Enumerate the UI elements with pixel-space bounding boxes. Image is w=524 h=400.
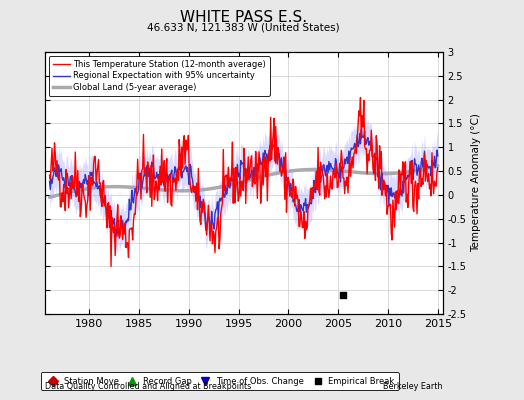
Text: Data Quality Controlled and Aligned at Breakpoints: Data Quality Controlled and Aligned at B… xyxy=(45,382,251,391)
Text: WHITE PASS E.S.: WHITE PASS E.S. xyxy=(180,10,307,25)
Text: Berkeley Earth: Berkeley Earth xyxy=(384,382,443,391)
Point xyxy=(339,292,347,298)
Text: 46.633 N, 121.383 W (United States): 46.633 N, 121.383 W (United States) xyxy=(147,22,340,32)
Legend: Station Move, Record Gap, Time of Obs. Change, Empirical Break: Station Move, Record Gap, Time of Obs. C… xyxy=(41,372,399,390)
Y-axis label: Temperature Anomaly (°C): Temperature Anomaly (°C) xyxy=(471,114,481,252)
